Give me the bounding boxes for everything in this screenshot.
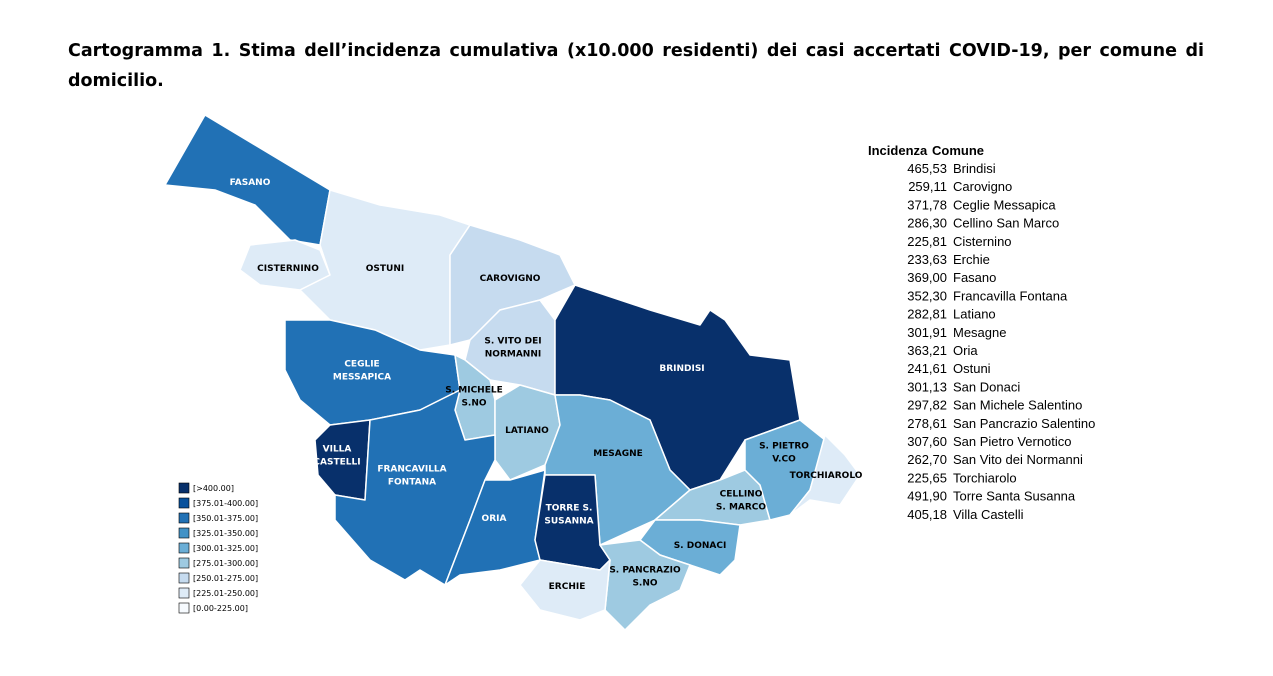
legend-swatch	[178, 557, 190, 569]
incidence-value: 301,13	[907, 379, 947, 394]
region-label: FONTANA	[388, 478, 436, 488]
table-header: Comune	[932, 143, 984, 158]
municipality-name: Francavilla Fontana	[953, 288, 1068, 303]
region-label: OSTUNI	[366, 264, 404, 274]
incidence-value: 225,65	[907, 470, 947, 485]
municipality-name: Torre Santa Susanna	[953, 489, 1076, 504]
municipality-name: Cisternino	[953, 234, 1012, 249]
legend-label: [>400.00]	[193, 484, 234, 493]
legend-label: [275.01-300.00]	[193, 559, 258, 568]
legend-swatch	[178, 602, 190, 614]
incidence-value: 465,53	[907, 161, 947, 176]
legend-label: [300.01-325.00]	[193, 544, 258, 553]
legend-swatch	[178, 587, 190, 599]
municipality-name: San Pietro Vernotico	[953, 434, 1072, 449]
region-label: FRANCAVILLA	[377, 465, 446, 475]
municipality-name: Ostuni	[953, 361, 991, 376]
incidence-value: 369,00	[907, 270, 947, 285]
legend-label: [350.01-375.00]	[193, 514, 258, 523]
region-label: S.NO	[632, 579, 657, 589]
region-label: S. PIETRO	[759, 442, 809, 452]
municipality-name: Villa Castelli	[953, 507, 1024, 522]
region	[789, 434, 861, 516]
incidence-value: 225,81	[907, 234, 947, 249]
region-label: V.CO	[772, 455, 796, 465]
municipality-name: Erchie	[953, 252, 990, 267]
region-label: TORRE S.	[546, 504, 593, 514]
municipality-name: Fasano	[953, 270, 996, 285]
municipality-name: Latiano	[953, 307, 996, 322]
region-label: TORCHIAROLO	[790, 471, 863, 481]
legend-swatch	[178, 527, 190, 539]
region-label: LATIANO	[505, 426, 549, 436]
legend-label: [225.01-250.00]	[193, 589, 258, 598]
legend-label: [0.00-225.00]	[193, 604, 248, 613]
region-label: MESAGNE	[593, 449, 643, 459]
legend-label: [375.01-400.00]	[193, 499, 258, 508]
legend-swatch	[178, 497, 190, 509]
incidence-value: 241,61	[907, 361, 947, 376]
legend-swatch	[178, 482, 190, 494]
region-label: S. MICHELE	[445, 386, 503, 396]
incidence-value: 233,63	[907, 252, 947, 267]
incidence-value: 491,90	[907, 489, 947, 504]
region-label: S. DONACI	[674, 541, 727, 551]
municipality-name: Cellino San Marco	[953, 216, 1059, 231]
legend-swatch	[178, 512, 190, 524]
municipality-name: San Donaci	[953, 379, 1020, 394]
legend-swatch	[178, 542, 190, 554]
region-label: CASTELLI	[313, 458, 360, 468]
municipality-name: San Pancrazio Salentino	[953, 416, 1095, 431]
region-label: CELLINO	[720, 490, 763, 500]
legend-label: [325.01-350.00]	[193, 529, 258, 538]
region-label: CEGLIE	[344, 360, 379, 370]
municipality-name: Carovigno	[953, 179, 1012, 194]
incidence-value: 297,82	[907, 398, 947, 413]
incidence-value: 278,61	[907, 416, 947, 431]
region-label: S.NO	[461, 399, 486, 409]
municipality-name: Ceglie Messapica	[953, 197, 1056, 212]
region	[519, 559, 611, 621]
region-label: SUSANNA	[544, 517, 593, 527]
region-label: NORMANNI	[485, 350, 541, 360]
region-label: ERCHIE	[549, 582, 586, 592]
region-label: S. MARCO	[716, 503, 766, 513]
incidence-value: 307,60	[907, 434, 947, 449]
incidence-value: 371,78	[907, 197, 947, 212]
legend-swatch	[178, 572, 190, 584]
incidence-value: 282,81	[907, 307, 947, 322]
municipality-name: Oria	[953, 343, 978, 358]
municipality-name: Mesagne	[953, 325, 1006, 340]
municipality-name: Torchiarolo	[953, 470, 1017, 485]
legend-label: [250.01-275.00]	[193, 574, 258, 583]
region-label: MESSAPICA	[333, 373, 391, 383]
title: Cartogramma 1. Stima dell’incidenza cumu…	[68, 41, 1204, 91]
incidence-value: 259,11	[908, 179, 947, 194]
incidence-value: 363,21	[907, 343, 947, 358]
region	[164, 114, 331, 246]
incidence-value: 301,91	[907, 325, 947, 340]
incidence-value: 286,30	[907, 216, 947, 231]
region-label: BRINDISI	[659, 364, 704, 374]
incidence-value: 262,70	[907, 452, 947, 467]
region-label: CAROVIGNO	[480, 274, 541, 284]
incidence-value: 405,18	[907, 507, 947, 522]
table-header: Incidenza	[868, 143, 928, 158]
region-label: S. PANCRAZIO	[609, 566, 681, 576]
region-label: VILLA	[323, 445, 352, 455]
region-label: ORIA	[482, 514, 507, 524]
municipality-name: Brindisi	[953, 161, 996, 176]
region-label: CISTERNINO	[257, 264, 319, 274]
municipality-name: San Vito dei Normanni	[953, 452, 1083, 467]
region-label: S. VITO DEI	[484, 337, 541, 347]
region-label: FASANO	[230, 178, 271, 188]
incidence-value: 352,30	[907, 288, 947, 303]
municipality-name: San Michele Salentino	[953, 398, 1082, 413]
